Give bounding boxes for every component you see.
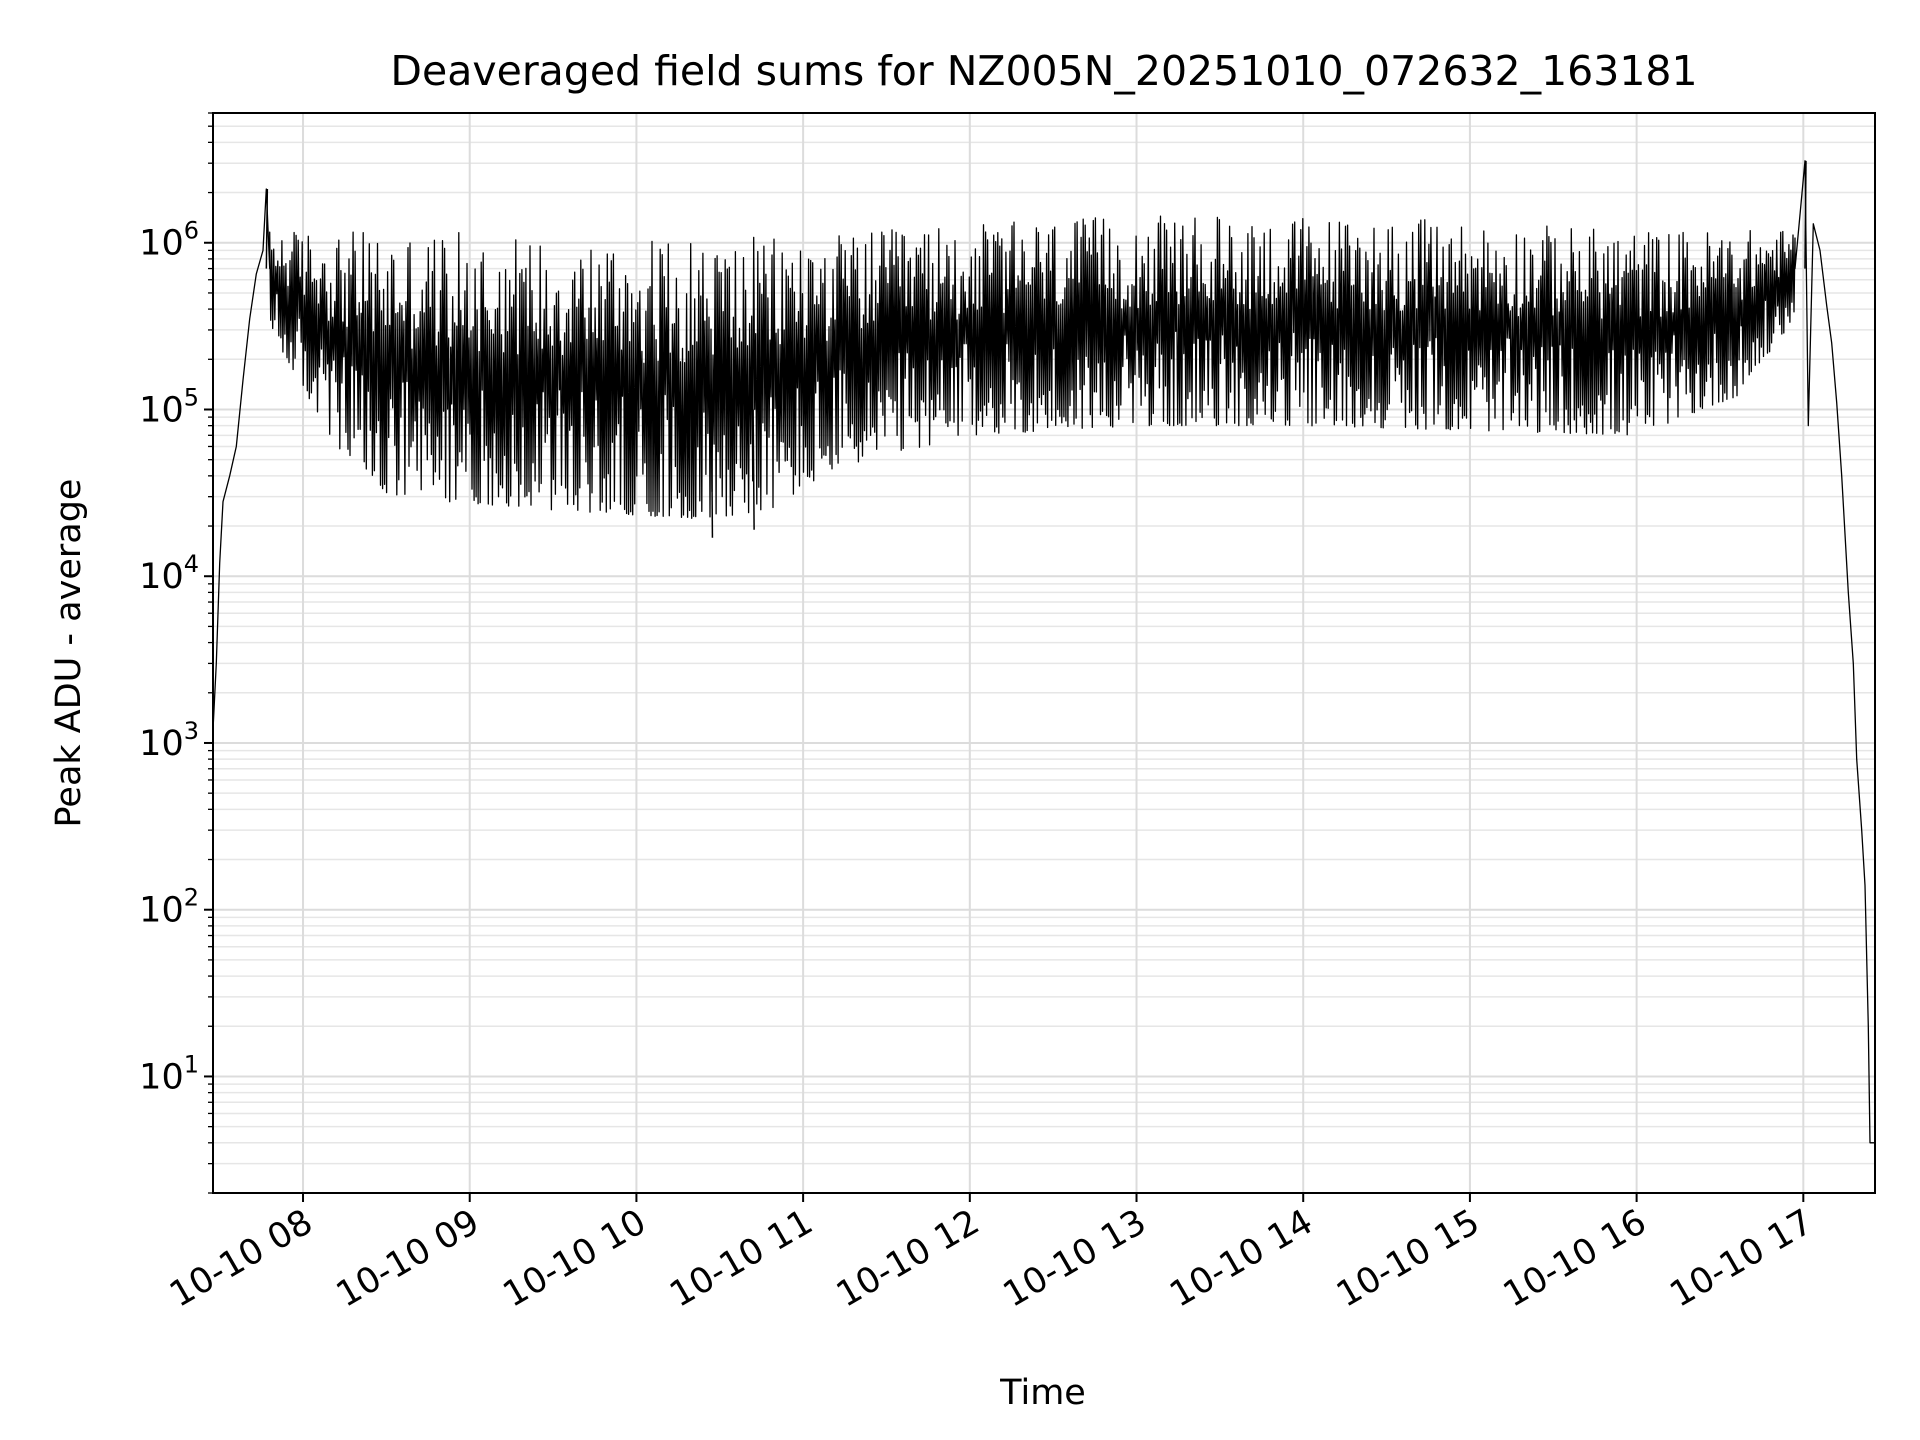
y-tick-label: 101: [139, 1050, 199, 1097]
data-series: [212, 160, 1875, 1144]
y-axis-label: Peak ADU - average: [49, 479, 89, 828]
series-line: [212, 160, 1875, 1144]
spike-mark: [1804, 160, 1807, 269]
y-tick-label: 106: [139, 217, 199, 264]
y-tick-label: 102: [139, 884, 199, 931]
y-tick-label: 103: [139, 717, 199, 764]
chart-title: Deaveraged field sums for NZ005N_2025101…: [390, 47, 1697, 95]
spike-mark: [710, 409, 714, 538]
spike-mark: [265, 189, 269, 269]
spike-mark: [752, 409, 755, 530]
y-tick-label: 104: [139, 550, 199, 597]
y-tick-label: 105: [139, 383, 199, 430]
plot-frame: [212, 112, 1876, 1194]
x-axis-label: Time: [999, 1373, 1086, 1413]
